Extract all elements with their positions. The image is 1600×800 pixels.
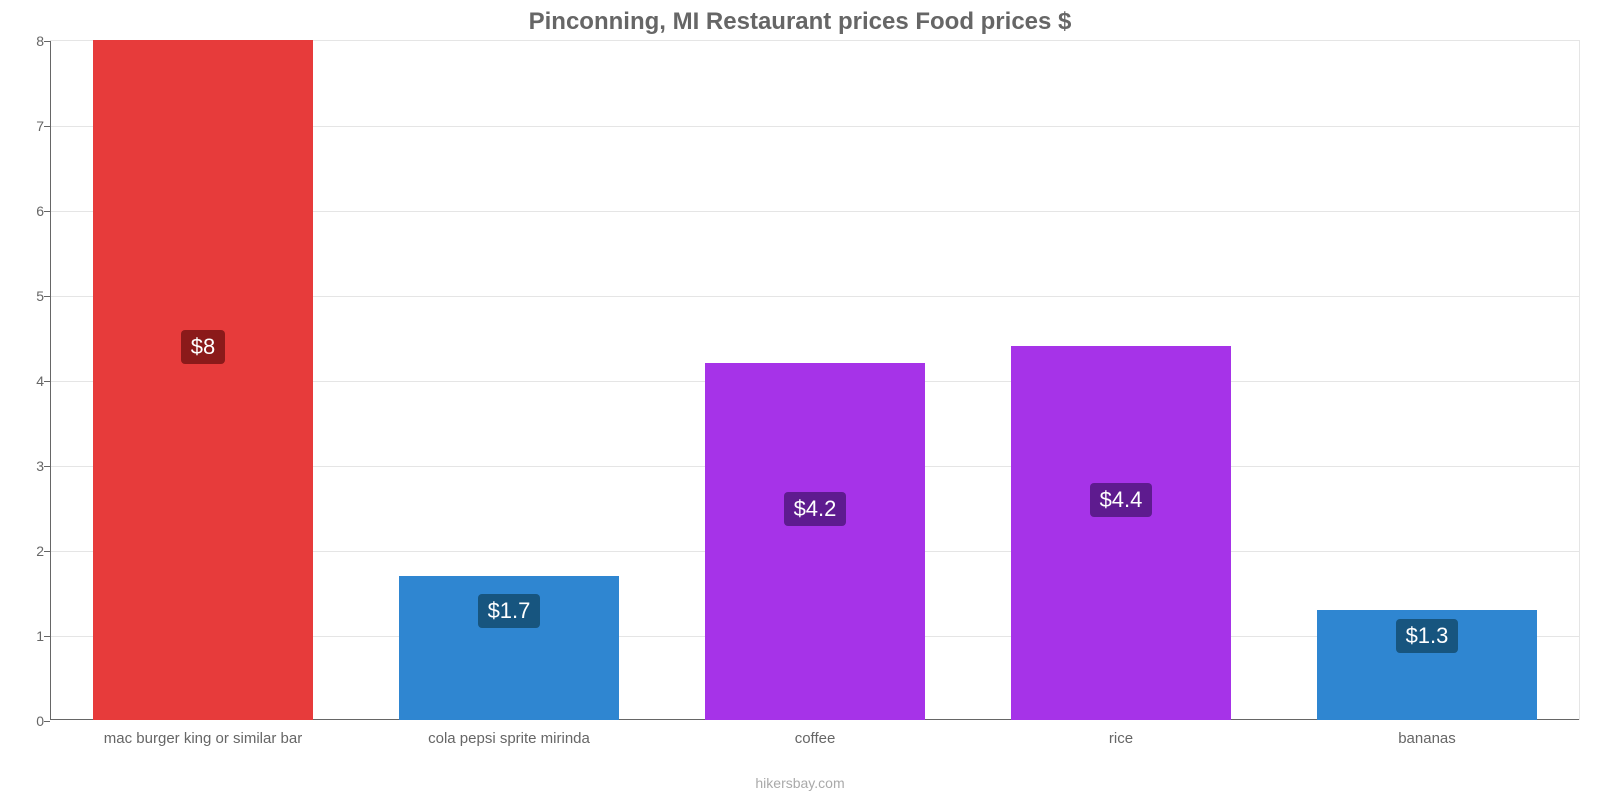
y-axis-tick-label: 2: [24, 543, 44, 559]
y-axis-tick-label: 7: [24, 118, 44, 134]
y-axis-tick: [44, 721, 50, 722]
y-axis-tick-label: 0: [24, 713, 44, 729]
x-axis-category-label: coffee: [670, 730, 961, 747]
attribution-text: hikersbay.com: [0, 775, 1600, 791]
bar-value-label: $1.3: [1396, 619, 1459, 653]
y-axis-tick-label: 6: [24, 203, 44, 219]
bar-value-label: $1.7: [478, 594, 541, 628]
bar: [93, 40, 313, 720]
bar: [1011, 346, 1231, 720]
x-axis-category-label: bananas: [1282, 730, 1573, 747]
y-axis-tick-label: 4: [24, 373, 44, 389]
x-axis-category-label: mac burger king or similar bar: [58, 730, 349, 747]
bar-value-wrap: $1.3: [1317, 619, 1537, 653]
y-axis-tick-label: 5: [24, 288, 44, 304]
bar-value-label: $4.4: [1090, 483, 1153, 517]
bar: [705, 363, 925, 720]
bar-value-wrap: $4.4: [1011, 483, 1231, 517]
y-axis: [50, 41, 51, 720]
chart-title: Pinconning, MI Restaurant prices Food pr…: [0, 0, 1600, 36]
bar-value-label: $4.2: [784, 492, 847, 526]
y-axis-tick-label: 8: [24, 33, 44, 49]
bar-value-wrap: $8: [93, 330, 313, 364]
bar-value-wrap: $1.7: [399, 594, 619, 628]
bar-value-label: $8: [181, 330, 225, 364]
x-axis-category-label: cola pepsi sprite mirinda: [364, 730, 655, 747]
x-axis-category-label: rice: [976, 730, 1267, 747]
y-axis-tick-label: 1: [24, 628, 44, 644]
y-axis-tick-label: 3: [24, 458, 44, 474]
bar-value-wrap: $4.2: [705, 492, 925, 526]
chart-plot-area: 012345678$8mac burger king or similar ba…: [50, 40, 1580, 720]
